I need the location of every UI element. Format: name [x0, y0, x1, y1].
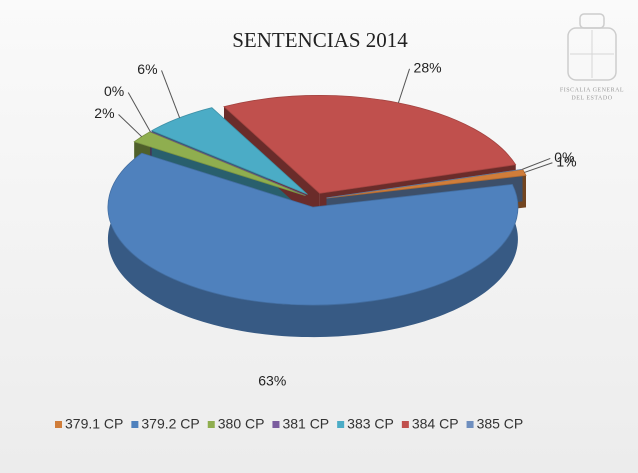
data-label: 0%: [554, 149, 574, 165]
legend-label: 384 CP: [412, 416, 459, 432]
data-label: 0%: [104, 83, 124, 99]
legend-label: 383 CP: [347, 416, 394, 432]
slice: [133, 131, 306, 197]
legend-swatch: [401, 421, 409, 428]
legend-label: 381 CP: [282, 416, 329, 432]
leader-line: [524, 162, 553, 173]
slice-tops: [107, 94, 527, 306]
leader-line: [397, 68, 411, 104]
data-label: 28%: [414, 60, 442, 76]
logo-text: DEL ESTADO: [571, 95, 612, 101]
legend-swatch: [466, 421, 474, 428]
legend-label: 379.2 CP: [141, 416, 199, 432]
legend-label: 380 CP: [218, 416, 265, 432]
legend-swatch: [337, 421, 345, 428]
chart-title: SENTENCIAS 2014: [232, 28, 408, 52]
legend-swatch: [207, 421, 215, 428]
logo: [567, 13, 617, 81]
legend: 379.1 CP 379.2 CP 380 CP 381 CP 383 CP 384 CP…: [55, 416, 523, 432]
data-label: 6%: [137, 61, 157, 77]
leader-line: [118, 114, 143, 138]
legend-swatch: [272, 421, 280, 428]
legend-swatch: [55, 421, 62, 428]
data-label: 2%: [94, 105, 114, 121]
logo-text: FISCALIA GENERAL: [560, 87, 624, 93]
leader-line: [127, 92, 151, 132]
slice: [150, 131, 307, 196]
leader-line: [161, 70, 181, 118]
data-label: 63%: [258, 373, 286, 389]
leader-line: [522, 157, 551, 170]
legend-label: 385 CP: [477, 416, 524, 432]
legend-label: 379.1 CP: [65, 416, 123, 432]
legend-swatch: [131, 421, 139, 428]
data-label: 1%: [556, 153, 576, 169]
slice: [107, 152, 519, 306]
slice: [150, 107, 308, 195]
slice: [223, 94, 517, 194]
